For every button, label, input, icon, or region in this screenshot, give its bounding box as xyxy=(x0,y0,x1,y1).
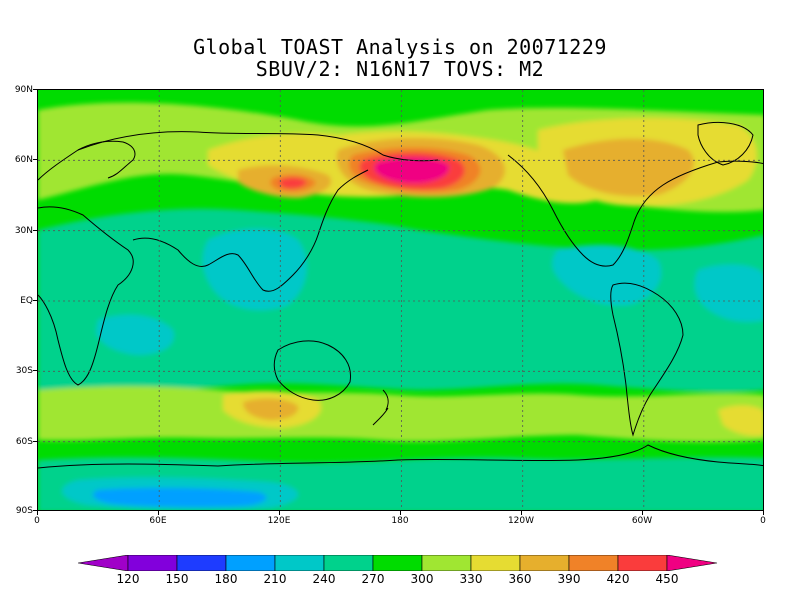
ozone-field-svg xyxy=(38,90,763,510)
lat-label-90s: 90S xyxy=(15,506,33,516)
lat-tick xyxy=(33,89,37,90)
lat-tick xyxy=(33,441,37,442)
ozone-map xyxy=(37,89,764,511)
lat-tick xyxy=(33,300,37,301)
colorbar-swatch xyxy=(127,555,178,571)
lon-label-0-west: 0 xyxy=(34,516,40,526)
lon-label-120e: 120E xyxy=(267,516,291,526)
map-title: Global TOAST Analysis on 20071229 xyxy=(193,35,607,59)
colorbar-level-label: 270 xyxy=(361,572,385,586)
colorbar-level-label: 390 xyxy=(557,572,581,586)
colorbar xyxy=(78,555,718,571)
contour-240-indian xyxy=(96,314,174,355)
lon-tick xyxy=(400,511,401,515)
lat-label-eq: EQ xyxy=(20,296,33,306)
lon-tick xyxy=(763,511,764,515)
colorbar-level-label: 300 xyxy=(410,572,434,586)
colorbar-level-label: 210 xyxy=(263,572,287,586)
lat-label-30n: 30N xyxy=(14,226,33,236)
coastlines xyxy=(38,122,763,469)
lon-tick xyxy=(521,511,522,515)
coast-greenland xyxy=(697,122,754,166)
lon-tick xyxy=(279,511,280,515)
lat-tick xyxy=(33,370,37,371)
contour-240-eastpacific xyxy=(552,244,662,306)
contour-390-canada xyxy=(563,138,694,197)
contour-fill xyxy=(38,102,763,510)
lat-tick xyxy=(33,510,37,511)
contour-330-south xyxy=(38,386,763,443)
colorbar-swatch xyxy=(568,555,619,571)
contour-360-southatl xyxy=(718,405,763,436)
colorbar-arrow-low xyxy=(78,555,129,571)
colorbar-arrow-high xyxy=(666,555,718,571)
lon-label-0-east: 0 xyxy=(760,516,766,526)
colorbar-level-label: 120 xyxy=(116,572,140,586)
lon-label-60e: 60E xyxy=(149,516,167,526)
contour-210-antarctic xyxy=(93,487,267,508)
contour-450-asia xyxy=(279,177,307,189)
colorbar-swatch xyxy=(176,555,227,571)
coast-europe xyxy=(38,140,136,181)
colorbar-level-label: 180 xyxy=(214,572,238,586)
lon-label-60w: 60W xyxy=(631,516,653,526)
lon-label-180: 180 xyxy=(391,516,409,526)
gridlines xyxy=(38,90,763,510)
colorbar-swatch xyxy=(274,555,325,571)
lon-tick xyxy=(37,511,38,515)
lat-tick xyxy=(33,230,37,231)
lon-label-120w: 120W xyxy=(507,516,535,526)
coast-south-america xyxy=(610,282,684,437)
lon-tick xyxy=(158,511,159,515)
coast-north-america xyxy=(507,154,763,267)
coast-australia xyxy=(273,340,352,401)
coast-africa xyxy=(38,206,134,386)
contour-480-core xyxy=(374,157,450,184)
contour-240-atlantic xyxy=(694,264,763,322)
colorbar-level-label: 360 xyxy=(508,572,532,586)
colorbar-level-label: 150 xyxy=(165,572,189,586)
lat-label-60n: 60N xyxy=(14,155,33,165)
colorbar-swatch xyxy=(421,555,472,571)
lat-label-60s: 60S xyxy=(15,437,33,447)
coast-asia-south xyxy=(132,169,369,292)
colorbar-swatch xyxy=(323,555,374,571)
coast-asia-north xyxy=(77,131,439,162)
coast-antarctica xyxy=(38,444,763,469)
colorbar-level-label: 330 xyxy=(459,572,483,586)
colorbar-swatch xyxy=(225,555,276,571)
coast-newzealand xyxy=(372,389,389,426)
colorbar-level-label: 240 xyxy=(312,572,336,586)
colorbar-swatch xyxy=(617,555,668,571)
colorbar-level-label: 450 xyxy=(655,572,679,586)
colorbar-swatch xyxy=(372,555,423,571)
colorbar-swatch xyxy=(470,555,521,571)
lat-label-90n: 90N xyxy=(14,85,33,95)
colorbar-level-label: 420 xyxy=(606,572,630,586)
colorbar-swatch xyxy=(519,555,570,571)
lat-tick xyxy=(33,159,37,160)
lon-tick xyxy=(642,511,643,515)
map-subtitle: SBUV/2: N16N17 TOVS: M2 xyxy=(255,57,545,81)
contour-390-south xyxy=(243,398,299,420)
contour-240-westpacific xyxy=(202,228,307,311)
lat-label-30s: 30S xyxy=(15,366,33,376)
